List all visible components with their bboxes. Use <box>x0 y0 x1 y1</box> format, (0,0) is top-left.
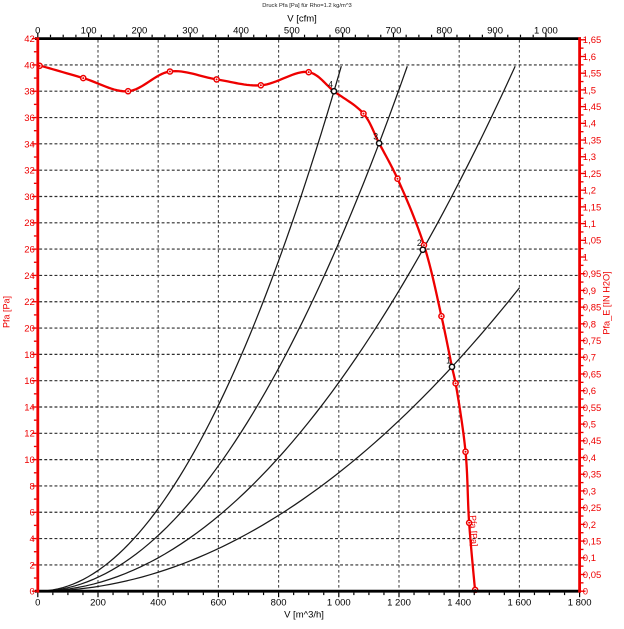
svg-text:0,45: 0,45 <box>583 436 602 447</box>
svg-text:8: 8 <box>30 481 35 492</box>
svg-text:38: 38 <box>24 87 35 98</box>
svg-text:16: 16 <box>24 376 35 387</box>
svg-text:400: 400 <box>233 26 249 37</box>
svg-text:0,65: 0,65 <box>583 369 602 380</box>
svg-text:1,15: 1,15 <box>583 202 602 213</box>
svg-text:1,4: 1,4 <box>583 119 596 130</box>
svg-text:800: 800 <box>436 26 452 37</box>
svg-text:800: 800 <box>271 598 287 609</box>
svg-text:0,7: 0,7 <box>583 353 596 364</box>
svg-text:1: 1 <box>583 252 588 263</box>
svg-text:0,55: 0,55 <box>583 403 602 414</box>
svg-text:0,9: 0,9 <box>583 286 596 297</box>
svg-text:0,3: 0,3 <box>583 486 596 497</box>
svg-text:42: 42 <box>24 34 35 45</box>
svg-text:24: 24 <box>24 271 35 282</box>
svg-text:Pfa_E [IN H2O]: Pfa_E [IN H2O] <box>602 271 612 334</box>
svg-text:1,2: 1,2 <box>583 186 596 197</box>
svg-text:200: 200 <box>90 598 106 609</box>
svg-text:0,95: 0,95 <box>583 269 602 280</box>
svg-text:0,2: 0,2 <box>583 520 596 531</box>
svg-text:1,65: 1,65 <box>583 35 602 46</box>
svg-text:V [cfm]: V [cfm] <box>287 14 317 25</box>
svg-text:1,3: 1,3 <box>583 152 596 163</box>
svg-text:600: 600 <box>335 26 351 37</box>
svg-text:1,55: 1,55 <box>583 69 602 80</box>
svg-text:0: 0 <box>35 26 40 37</box>
svg-text:0: 0 <box>30 587 35 598</box>
svg-text:0,1: 0,1 <box>583 553 596 564</box>
svg-text:12: 12 <box>24 429 35 440</box>
svg-text:300: 300 <box>182 26 198 37</box>
svg-text:0: 0 <box>35 598 40 609</box>
svg-text:18: 18 <box>24 350 35 361</box>
svg-text:600: 600 <box>210 598 226 609</box>
svg-text:400: 400 <box>150 598 166 609</box>
svg-text:14: 14 <box>24 402 35 413</box>
svg-text:0,4: 0,4 <box>583 453 596 464</box>
svg-text:28: 28 <box>24 218 35 229</box>
svg-text:Druck Pfa [Pa] für Rho=1.2 kg/: Druck Pfa [Pa] für Rho=1.2 kg/m^3 <box>262 3 352 9</box>
svg-text:Pfa [Pa]: Pfa [Pa] <box>468 515 480 547</box>
svg-text:0,75: 0,75 <box>583 336 602 347</box>
svg-text:6: 6 <box>30 508 35 519</box>
svg-text:0,85: 0,85 <box>583 303 602 314</box>
svg-text:200: 200 <box>131 26 147 37</box>
svg-text:0,25: 0,25 <box>583 503 602 514</box>
svg-text:V [m^3/h]: V [m^3/h] <box>284 610 324 621</box>
svg-text:1,45: 1,45 <box>583 102 602 113</box>
svg-text:0,05: 0,05 <box>583 570 602 581</box>
svg-text:32: 32 <box>24 166 35 177</box>
svg-text:2: 2 <box>417 238 422 248</box>
svg-text:40: 40 <box>24 60 35 71</box>
svg-text:26: 26 <box>24 245 35 256</box>
svg-text:36: 36 <box>24 113 35 124</box>
svg-text:0,8: 0,8 <box>583 319 596 330</box>
svg-text:1,5: 1,5 <box>583 85 596 96</box>
svg-text:1,6: 1,6 <box>583 52 596 63</box>
svg-text:1 800: 1 800 <box>568 598 592 609</box>
svg-text:30: 30 <box>24 192 35 203</box>
svg-text:1 000: 1 000 <box>534 26 558 37</box>
svg-text:1 400: 1 400 <box>447 598 471 609</box>
svg-text:2: 2 <box>30 560 35 571</box>
svg-text:3: 3 <box>373 132 378 142</box>
svg-text:0,15: 0,15 <box>583 536 602 547</box>
svg-text:Pfa [Pa]: Pfa [Pa] <box>2 296 12 328</box>
svg-text:4: 4 <box>30 534 35 545</box>
svg-text:10: 10 <box>24 455 35 466</box>
svg-text:34: 34 <box>24 139 35 150</box>
svg-text:1 000: 1 000 <box>327 598 351 609</box>
svg-text:0,6: 0,6 <box>583 386 596 397</box>
svg-text:1,25: 1,25 <box>583 169 602 180</box>
svg-text:0,35: 0,35 <box>583 470 602 481</box>
svg-text:1 600: 1 600 <box>508 598 532 609</box>
svg-text:1,1: 1,1 <box>583 219 596 230</box>
svg-text:22: 22 <box>24 297 35 308</box>
svg-text:900: 900 <box>487 26 503 37</box>
svg-text:500: 500 <box>284 26 300 37</box>
svg-text:1,35: 1,35 <box>583 135 602 146</box>
svg-text:0,5: 0,5 <box>583 420 596 431</box>
svg-text:100: 100 <box>81 26 97 37</box>
svg-text:20: 20 <box>24 323 35 334</box>
svg-text:1 200: 1 200 <box>387 598 411 609</box>
svg-text:4: 4 <box>328 80 333 90</box>
svg-text:700: 700 <box>386 26 402 37</box>
svg-text:1: 1 <box>446 355 451 365</box>
svg-text:1,05: 1,05 <box>583 236 602 247</box>
svg-text:0: 0 <box>583 587 588 598</box>
